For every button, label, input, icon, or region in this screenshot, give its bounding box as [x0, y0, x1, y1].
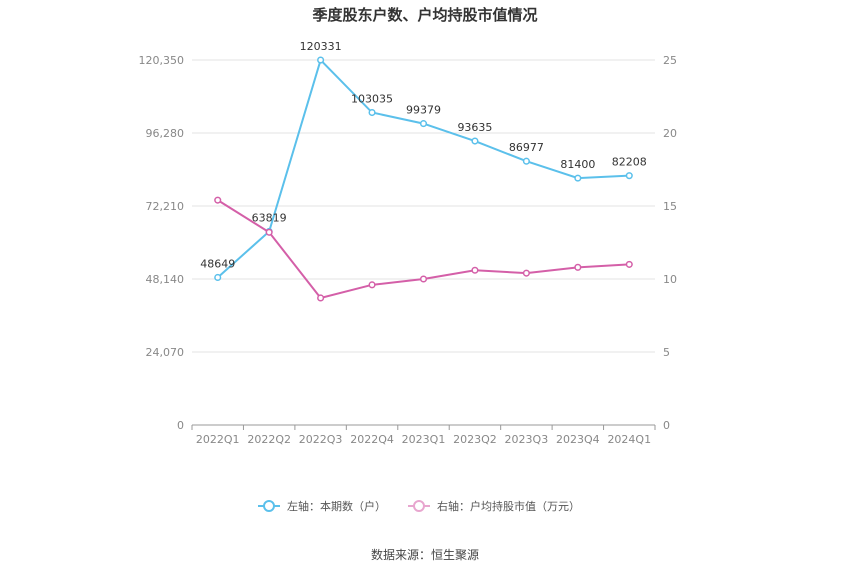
x-tick-label: 2023Q1	[402, 433, 446, 446]
left-tick-label: 96,280	[146, 127, 185, 140]
data-point	[265, 228, 273, 236]
data-point	[214, 273, 222, 282]
legend[interactable]: 左轴：本期数（户） 右轴：户均持股市值（万元）	[258, 499, 580, 513]
x-axis: 2022Q1 2022Q2 2022Q3 2022Q4 2023Q1 2023Q2 2023…	[191, 424, 656, 446]
left-tick-label: 0	[177, 419, 184, 432]
data-point	[625, 260, 633, 268]
x-tick-label: 2023Q4	[556, 433, 600, 446]
right-axis-ticks: 0 5 10 15 20 25	[663, 54, 677, 432]
data-point	[317, 56, 325, 64]
x-tick-label: 2022Q3	[299, 433, 343, 446]
data-label: 99379	[406, 104, 441, 117]
x-tick-label: 2022Q2	[247, 433, 291, 446]
left-axis-ticks: 0 24,070 48,140 72,210 96,280 120,350	[139, 54, 185, 432]
series-layer: 48649 63819 120331 103035 99379 93635 86977 814…	[200, 40, 647, 302]
left-tick-label: 72,210	[146, 200, 185, 213]
right-tick-label: 0	[663, 419, 670, 432]
data-label: 86977	[509, 141, 544, 154]
data-point	[419, 275, 428, 283]
legend-label: 左轴：本期数（户）	[287, 499, 386, 513]
data-label: 120331	[300, 40, 342, 53]
data-point	[522, 269, 530, 277]
data-source: 数据来源：恒生聚源	[370, 548, 479, 562]
data-point	[574, 263, 582, 271]
right-tick-label: 15	[663, 200, 677, 213]
x-tick-label: 2023Q3	[505, 433, 549, 446]
data-point	[471, 266, 479, 274]
data-point	[522, 157, 530, 165]
right-tick-label: 20	[663, 127, 677, 140]
data-point	[317, 294, 325, 302]
data-point	[214, 196, 222, 204]
x-tick-label: 2024Q1	[607, 433, 651, 446]
data-point	[625, 172, 633, 180]
right-tick-label: 5	[663, 346, 670, 359]
right-tick-label: 10	[663, 273, 677, 286]
x-tick-label: 2023Q2	[453, 433, 497, 446]
data-label: 93635	[457, 121, 492, 134]
data-point	[368, 281, 376, 289]
left-tick-label: 24,070	[146, 346, 185, 359]
data-label: 48649	[200, 257, 235, 270]
data-point	[368, 108, 376, 117]
data-label: 63819	[252, 211, 287, 224]
left-tick-label: 120,350	[139, 54, 185, 67]
legend-item-2[interactable]: 右轴：户均持股市值（万元）	[408, 499, 580, 513]
data-label: 103035	[351, 93, 393, 106]
x-tick-label: 2022Q1	[196, 433, 240, 446]
x-tick-label: 2022Q4	[350, 433, 394, 446]
legend-label: 右轴：户均持股市值（万元）	[437, 499, 580, 513]
data-point	[471, 137, 479, 145]
right-tick-label: 25	[663, 54, 677, 67]
legend-item-1[interactable]: 左轴：本期数（户）	[258, 499, 386, 513]
data-point	[574, 174, 582, 182]
data-label: 82208	[612, 156, 647, 169]
left-tick-label: 48,140	[146, 273, 185, 286]
data-label: 81400	[560, 158, 595, 171]
legend-swatch-marker	[263, 500, 275, 512]
chart-title: 季度股东户数、户均持股市值情况	[312, 6, 538, 24]
data-point	[419, 120, 428, 128]
legend-swatch-marker	[413, 500, 425, 512]
